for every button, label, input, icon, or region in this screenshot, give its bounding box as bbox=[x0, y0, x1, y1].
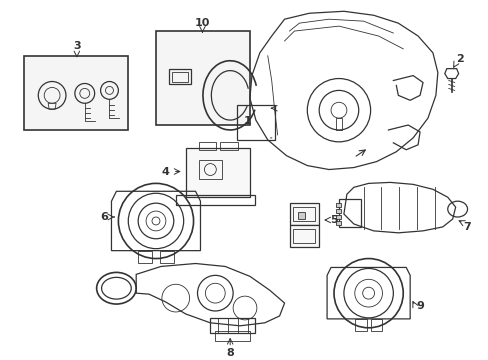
Text: 2: 2 bbox=[455, 54, 463, 64]
Bar bbox=[156, 31, 249, 125]
Bar bbox=[293, 229, 315, 243]
Text: 10: 10 bbox=[194, 18, 210, 28]
Bar bbox=[335, 221, 340, 225]
Bar bbox=[335, 203, 340, 207]
Text: 8: 8 bbox=[226, 347, 234, 357]
Bar bbox=[185, 148, 249, 197]
Bar bbox=[354, 319, 366, 331]
Text: 9: 9 bbox=[415, 301, 423, 311]
Bar bbox=[237, 105, 274, 140]
Bar bbox=[175, 195, 254, 205]
Bar bbox=[289, 225, 319, 247]
Bar bbox=[215, 331, 249, 341]
Bar bbox=[198, 159, 222, 179]
Bar bbox=[298, 212, 305, 219]
Text: 1: 1 bbox=[244, 116, 251, 126]
Text: 3: 3 bbox=[73, 41, 81, 51]
Bar bbox=[198, 142, 216, 150]
Bar bbox=[335, 209, 340, 213]
Bar bbox=[289, 203, 319, 225]
Text: 5: 5 bbox=[329, 215, 337, 225]
Bar bbox=[168, 69, 190, 85]
Bar bbox=[220, 142, 238, 150]
Bar bbox=[24, 56, 128, 130]
Bar bbox=[160, 251, 173, 262]
Bar bbox=[335, 215, 340, 219]
Bar bbox=[338, 199, 360, 227]
Text: 4: 4 bbox=[162, 167, 169, 176]
Bar bbox=[370, 319, 382, 331]
Bar bbox=[210, 318, 254, 333]
Bar bbox=[171, 72, 187, 81]
Text: 6: 6 bbox=[101, 212, 108, 222]
Bar bbox=[138, 251, 152, 262]
Text: 7: 7 bbox=[463, 222, 470, 232]
Bar bbox=[293, 207, 315, 221]
